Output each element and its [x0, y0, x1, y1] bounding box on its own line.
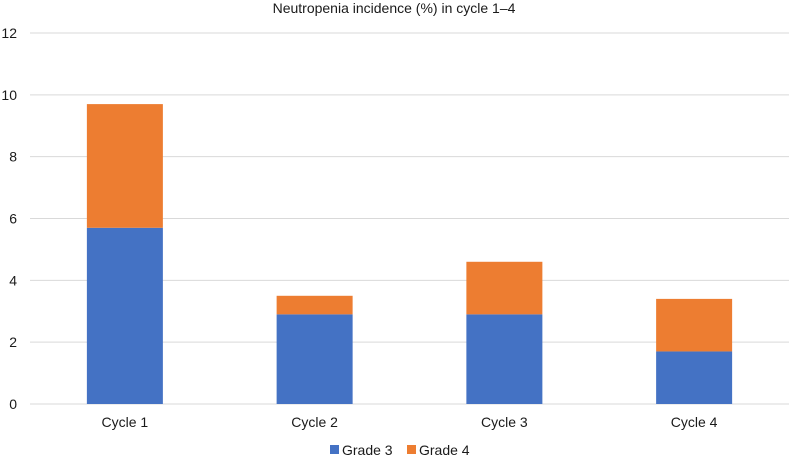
bar-grade-3-cycle-2 [276, 314, 353, 404]
bar-grade-4-cycle-4 [656, 298, 733, 352]
bar-grade-3-cycle-4 [656, 351, 733, 404]
y-tick-label-0: 0 [9, 396, 17, 412]
y-tick-label-12: 12 [1, 25, 17, 41]
y-tick-label-2: 2 [9, 334, 17, 350]
bar-grade-3-cycle-1 [86, 227, 163, 404]
chart-title: Neutropenia incidence (%) in cycle 1–4 [273, 0, 516, 16]
bar-grade-3-cycle-3 [466, 314, 543, 404]
bar-grade-4-cycle-1 [86, 104, 163, 228]
x-tick-label-cycle-3: Cycle 3 [481, 414, 528, 430]
x-tick-label-cycle-1: Cycle 1 [102, 414, 149, 430]
legend-label-grade-3: Grade 3 [342, 442, 393, 456]
bar-grade-4-cycle-2 [276, 295, 353, 315]
y-tick-label-8: 8 [9, 149, 17, 165]
y-tick-label-4: 4 [9, 272, 17, 288]
x-tick-label-cycle-4: Cycle 4 [671, 414, 718, 430]
x-axis-tick-labels: Cycle 1 Cycle 2 Cycle 3 Cycle 4 [102, 414, 718, 430]
legend: Grade 3 Grade 4 [330, 442, 470, 458]
legend-label-grade-4: Grade 4 [419, 442, 470, 456]
x-tick-label-cycle-2: Cycle 2 [291, 414, 338, 430]
y-axis-tick-labels: 0 2 4 6 8 10 12 [1, 25, 17, 412]
y-tick-label-6: 6 [9, 211, 17, 227]
bars [86, 104, 733, 404]
legend-swatch-grade-3 [330, 445, 339, 454]
bar-grade-4-cycle-3 [466, 261, 543, 315]
y-tick-label-10: 10 [1, 87, 17, 103]
legend-swatch-grade-4 [407, 445, 416, 454]
